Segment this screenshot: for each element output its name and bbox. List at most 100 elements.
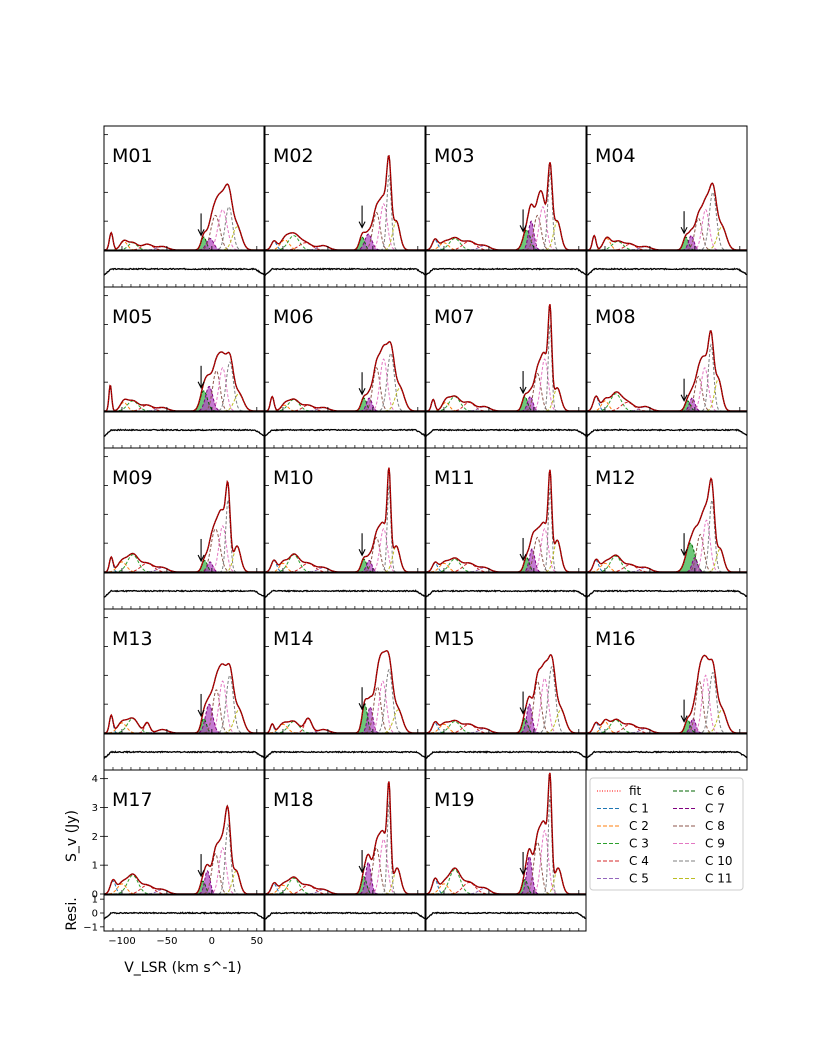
component-line-c4 [104, 243, 264, 250]
component-line-c4 [265, 562, 425, 572]
panel-frame [586, 286, 748, 412]
panel-plot-area [104, 183, 264, 250]
velocity-arrow-head [197, 709, 205, 718]
component-line-c3 [426, 558, 586, 572]
velocity-arrow-head [358, 221, 366, 229]
fit-line [265, 650, 425, 733]
component-line-c3 [265, 399, 425, 411]
observed-spectrum [587, 477, 747, 572]
panel-frame [586, 447, 748, 573]
component-line-c3 [265, 721, 425, 733]
velocity-arrow-head [519, 386, 527, 395]
component-line-c8 [265, 536, 425, 572]
component-line-c9 [104, 680, 264, 733]
panel-label: M06 [273, 306, 314, 328]
component-line-c7 [587, 557, 747, 572]
panel-frame [264, 125, 426, 251]
fit-line [426, 162, 586, 250]
component-line-c11 [104, 709, 264, 733]
panel-label: M14 [273, 628, 314, 650]
panel-frame [264, 608, 426, 734]
panel-plot-area [104, 662, 264, 733]
velocity-arrow-head [358, 702, 366, 711]
component-line-c10 [426, 665, 586, 733]
component-line-c1 [265, 883, 425, 894]
residual-frame [425, 894, 587, 932]
component-fill-c7 [587, 235, 747, 250]
panel-m12: M12 [586, 447, 748, 610]
observed-spectrum [587, 654, 747, 733]
component-line-c8 [265, 686, 425, 733]
velocity-arrow-head [197, 381, 205, 390]
component-line-c6 [587, 400, 747, 411]
velocity-arrow-head [519, 867, 527, 876]
residual-line [103, 267, 265, 276]
panel-frame [586, 608, 748, 734]
velocity-arrow-head [197, 554, 205, 563]
component-line-c8 [104, 853, 264, 894]
panel-plot-area [265, 340, 425, 411]
component-fill-c6 [104, 237, 264, 250]
component-line-c3 [426, 868, 586, 894]
component-line-c10 [587, 499, 747, 572]
panel-plot-area [104, 351, 264, 411]
component-line-c6 [104, 718, 264, 733]
residual-line [586, 589, 748, 598]
panel-m16: M16 [586, 608, 748, 771]
velocity-arrow-head [358, 865, 366, 874]
y-axis-label: S_v (Jy) [64, 810, 80, 862]
fit-line [265, 341, 425, 411]
component-line-c10 [265, 352, 425, 411]
panel-m05: M05 [103, 286, 265, 449]
residual-line [264, 750, 426, 760]
y-tick-label: 0 [92, 890, 98, 901]
observed-spectrum [587, 330, 747, 411]
component-line-c3 [265, 235, 425, 250]
panel-label: M10 [273, 467, 314, 489]
component-line-c2 [426, 883, 586, 894]
observed-spectrum [104, 662, 264, 733]
velocity-arrow-head [519, 553, 527, 562]
component-line-c8 [265, 847, 425, 894]
panel-frame [264, 447, 426, 573]
component-fill-c7 [104, 238, 264, 250]
component-line-c7 [104, 561, 264, 572]
panel-m11: M11 [425, 447, 587, 610]
component-line-c11 [587, 709, 747, 733]
residual-frame [264, 894, 426, 932]
component-line-c6 [104, 559, 264, 572]
y-tick-label: 2 [92, 832, 98, 843]
panel-m08: M08 [586, 286, 748, 449]
panel-m06: M06 [264, 286, 426, 449]
residual-line [425, 589, 587, 598]
panel-m15: M15 [425, 608, 587, 771]
fit-line [104, 663, 264, 733]
velocity-arrow-head [680, 226, 688, 235]
legend-label: C 2 [629, 819, 649, 833]
residual-line [103, 428, 265, 437]
observed-spectrum [104, 351, 264, 411]
component-line-c9 [426, 829, 586, 894]
component-line-c6 [104, 236, 264, 250]
residual-line [264, 428, 426, 437]
component-line-c11 [104, 393, 264, 411]
component-line-c10 [104, 674, 264, 733]
fit-line [587, 182, 747, 250]
component-line-c9 [104, 847, 264, 894]
panel-label: M15 [434, 628, 475, 650]
component-line-c2 [426, 242, 586, 250]
component-line-c3 [104, 874, 264, 894]
component-line-c4 [426, 562, 586, 572]
legend-label: C 6 [705, 784, 725, 798]
x-tick-label: 0 [209, 936, 215, 947]
component-line-c6 [265, 703, 425, 733]
residual-line [425, 750, 586, 759]
component-fill-c7 [587, 557, 747, 572]
legend-label: C 11 [705, 872, 732, 886]
panel-m19: M19 [425, 769, 587, 932]
component-line-c11 [104, 226, 264, 250]
fit-line [426, 654, 586, 733]
residual-line [103, 911, 265, 920]
component-line-c8 [587, 375, 747, 411]
